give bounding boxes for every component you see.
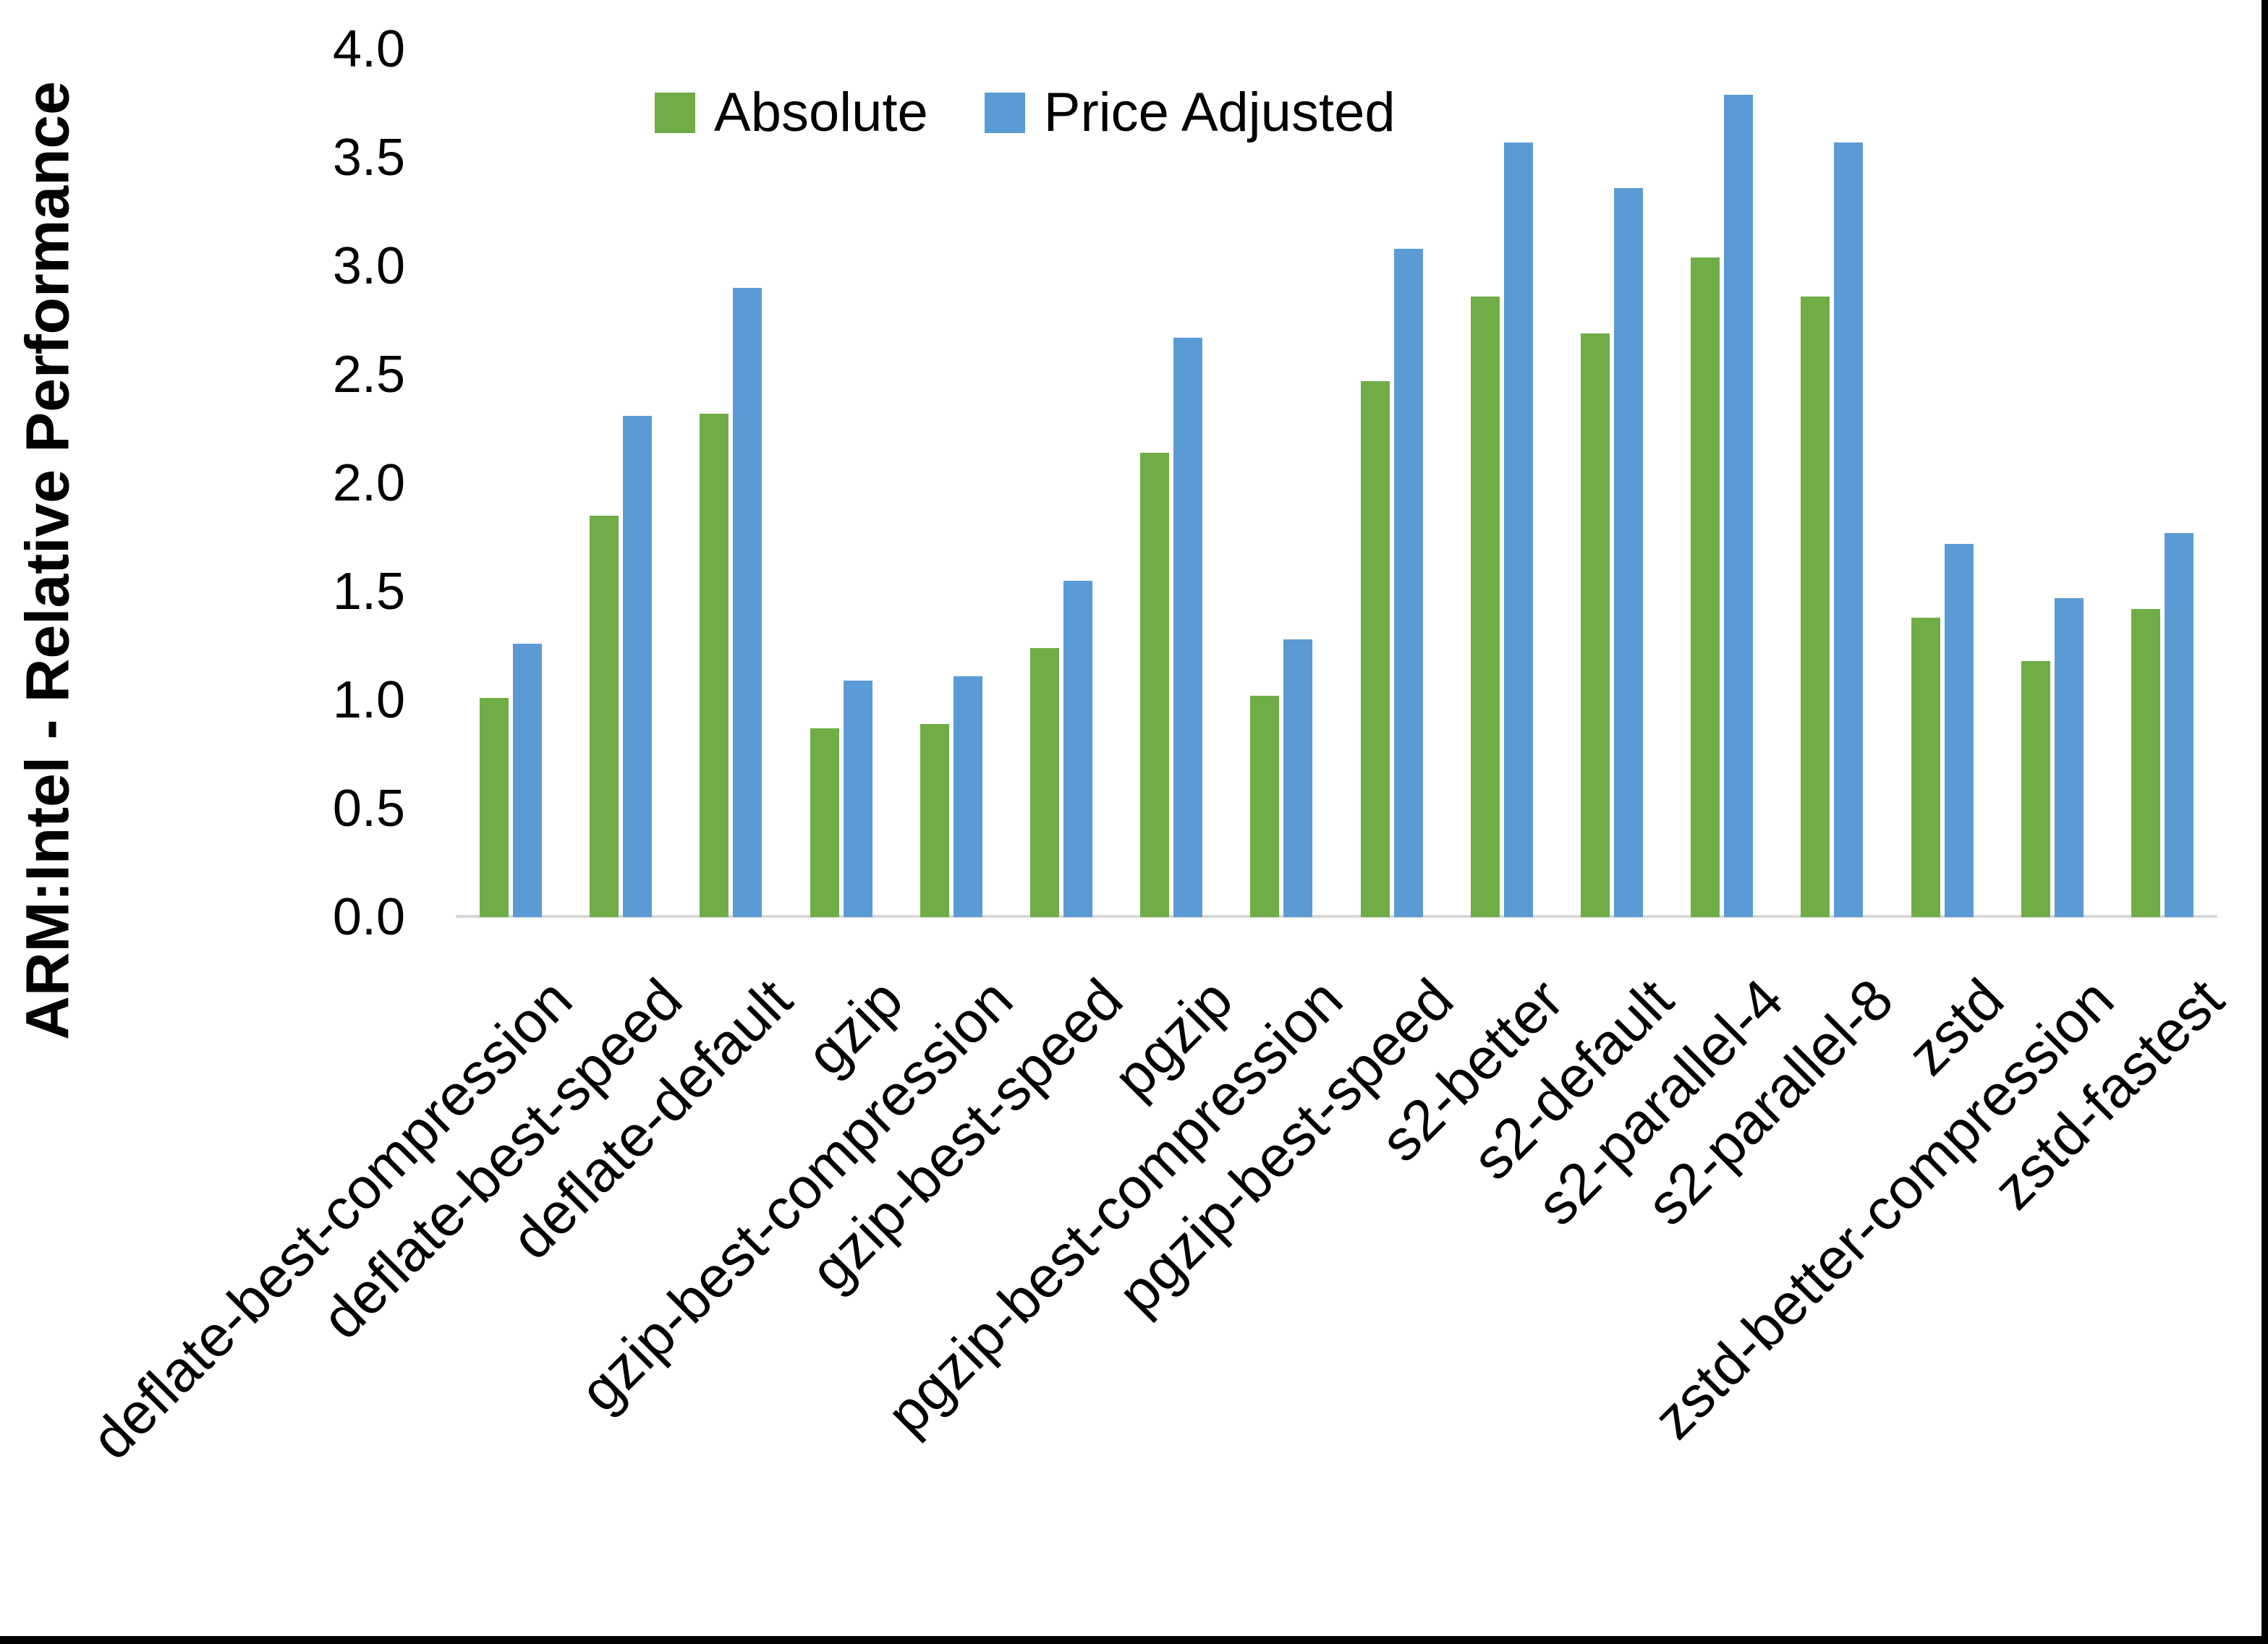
bar-absolute-s2-default (1580, 333, 1610, 917)
legend-label-price-adjusted: Price Adjusted (1043, 82, 1396, 143)
bar-price-adjusted-deflate-default (733, 288, 763, 917)
bar-price-adjusted-pgzip-best-speed (1393, 249, 1423, 917)
bar-absolute-pgzip-best-speed (1360, 381, 1390, 917)
y-tick-label-2.0: 2.0 (332, 454, 405, 512)
y-tick-label-1.0: 1.0 (332, 671, 405, 729)
bar-price-adjusted-zstd (1944, 544, 1974, 917)
bar-price-adjusted-gzip (843, 681, 872, 917)
y-tick-label-0.5: 0.5 (332, 780, 405, 838)
bar-absolute-zstd-better-compression (2021, 661, 2050, 917)
legend-item-absolute: Absolute (655, 85, 928, 140)
y-tick-label-4.0: 4.0 (332, 20, 405, 78)
bar-absolute-pgzip-best-compression (1250, 696, 1280, 917)
y-tick-label-1.5: 1.5 (332, 563, 405, 621)
bar-price-adjusted-deflate-best-speed (623, 416, 653, 917)
bar-absolute-deflate-best-speed (590, 516, 619, 917)
bar-price-adjusted-zstd-better-compression (2054, 598, 2084, 917)
bar-price-adjusted-deflate-best-compression (513, 644, 543, 917)
bar-absolute-s2-parallel-4 (1691, 257, 1720, 917)
bar-absolute-pgzip (1140, 453, 1170, 917)
legend-label-absolute: Absolute (714, 82, 928, 143)
bar-absolute-s2-better (1470, 297, 1500, 917)
right-border (2261, 0, 2268, 1644)
bar-price-adjusted-s2-parallel-4 (1724, 95, 1754, 917)
bar-absolute-gzip (810, 728, 839, 917)
legend: Absolute Price Adjusted (655, 85, 1396, 140)
bottom-border (0, 1636, 2268, 1644)
bar-price-adjusted-s2-default (1613, 188, 1643, 917)
bar-price-adjusted-s2-better (1503, 142, 1533, 917)
y-tick-label-0.0: 0.0 (332, 888, 405, 946)
bar-price-adjusted-s2-parallel-8 (1834, 142, 1864, 917)
y-tick-label-3.5: 3.5 (332, 129, 405, 187)
bar-price-adjusted-gzip-best-compression (953, 676, 982, 917)
bar-absolute-gzip-best-speed (1030, 648, 1060, 917)
bar-price-adjusted-pgzip (1173, 338, 1203, 917)
bar-price-adjusted-gzip-best-speed (1063, 581, 1093, 917)
bar-absolute-gzip-best-compression (919, 724, 949, 917)
bar-absolute-zstd (1911, 618, 1940, 917)
bar-absolute-deflate-default (700, 414, 729, 917)
bar-absolute-s2-parallel-8 (1801, 297, 1830, 917)
bar-price-adjusted-pgzip-best-compression (1283, 639, 1313, 917)
bar-absolute-deflate-best-compression (480, 698, 509, 917)
legend-item-price-adjusted: Price Adjusted (984, 82, 1396, 143)
bar-absolute-zstd-fastest (2131, 609, 2160, 917)
x-axis-line (456, 915, 2217, 918)
legend-swatch-absolute (655, 93, 695, 133)
y-tick-label-3.0: 3.0 (332, 237, 405, 295)
y-axis-title: ARM:Intel - Relative Performance (13, 81, 82, 1040)
bar-price-adjusted-zstd-fastest (2164, 533, 2193, 917)
y-tick-label-2.5: 2.5 (332, 346, 405, 404)
legend-swatch-price-adjusted (984, 93, 1025, 133)
